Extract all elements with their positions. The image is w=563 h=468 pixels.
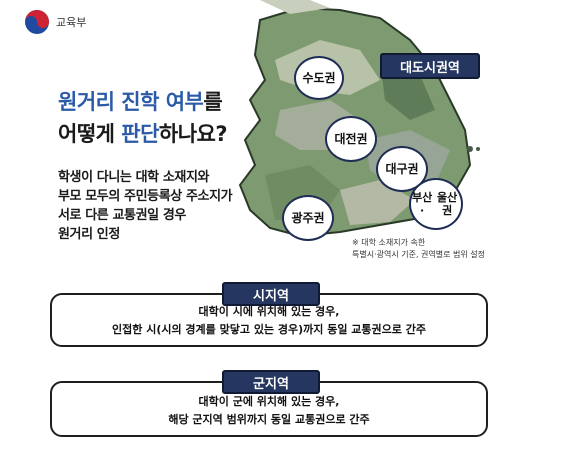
metro-area-badge: 대도시권역 xyxy=(380,53,480,79)
description: 학생이 다니는 대학 소재지와 부모 모두의 주민등록상 주소지가 서로 다른 … xyxy=(58,168,233,244)
footnote-line: ※ 대학 소재지가 속한 xyxy=(352,238,426,247)
description-line: 학생이 다니는 대학 소재지와 xyxy=(58,170,210,185)
taegeuk-logo-icon xyxy=(25,10,49,34)
county-area-line: 해당 군지역 범위까지 동일 교통권으로 간주 xyxy=(168,413,370,426)
region-busan-ulsan-line1: 부산· xyxy=(412,191,433,217)
region-busan-ulsan: 부산· 울산권 xyxy=(409,178,463,230)
description-line: 원거리 인정 xyxy=(58,227,120,242)
city-area-line: 대학이 시에 위치해 있는 경우, xyxy=(198,305,340,318)
description-line: 서로 다른 교통권일 경우 xyxy=(58,208,186,223)
ministry-name: 교육부 xyxy=(56,16,87,29)
county-area-line: 대학이 군에 위치해 있는 경우, xyxy=(198,395,340,408)
region-daejeon: 대전권 xyxy=(325,116,377,162)
description-line: 부모 모두의 주민등록상 주소지가 xyxy=(58,189,233,204)
footnote-line: 특별시·광역시 기준, 권역별로 범위 설정 xyxy=(352,250,486,259)
headline-text-3: 하나요? xyxy=(158,122,228,146)
city-area-line: 인접한 시(시의 경계를 맞닿고 있는 경우)까지 동일 교통권으로 간주 xyxy=(112,323,426,336)
headline-text-1: 를 xyxy=(203,90,223,114)
footnote: ※ 대학 소재지가 속한 특별시·광역시 기준, 권역별로 범위 설정 xyxy=(352,237,485,261)
headline-highlight-1: 원거리 진학 여부 xyxy=(58,90,204,114)
county-area-tag: 군지역 xyxy=(222,370,320,394)
region-busan-ulsan-line2: 울산권 xyxy=(437,191,458,217)
headline-text-2: 어떻게 xyxy=(58,122,122,146)
region-gwangju: 광주권 xyxy=(282,195,334,241)
headline: 원거리 진학 여부를 어떻게 판단하나요? xyxy=(58,86,228,150)
region-capital: 수도권 xyxy=(294,56,344,100)
headline-highlight-2: 판단 xyxy=(121,122,159,146)
city-area-tag: 시지역 xyxy=(222,282,320,306)
islands-icon xyxy=(467,146,480,152)
